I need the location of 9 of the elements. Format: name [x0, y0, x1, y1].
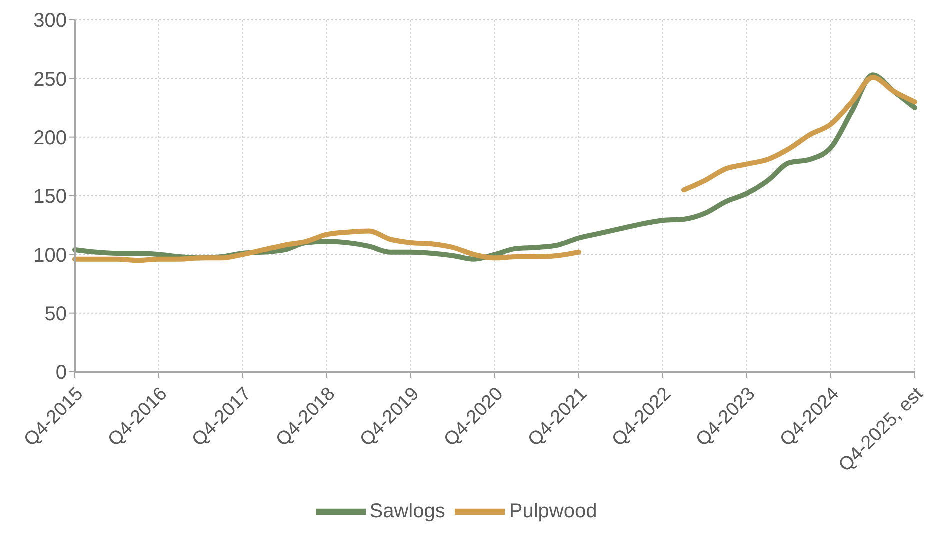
y-tick-label: 50	[44, 303, 67, 326]
y-tick-label: 200	[34, 127, 67, 150]
legend-label: Pulpwood	[509, 500, 598, 522]
y-tick-label: 150	[34, 186, 67, 208]
y-tick-label: 300	[34, 10, 67, 32]
y-tick-label: 0	[56, 362, 67, 384]
y-tick-label: 100	[34, 244, 67, 267]
y-tick-label: 250	[34, 68, 67, 91]
legend-label: Sawlogs	[370, 500, 446, 522]
